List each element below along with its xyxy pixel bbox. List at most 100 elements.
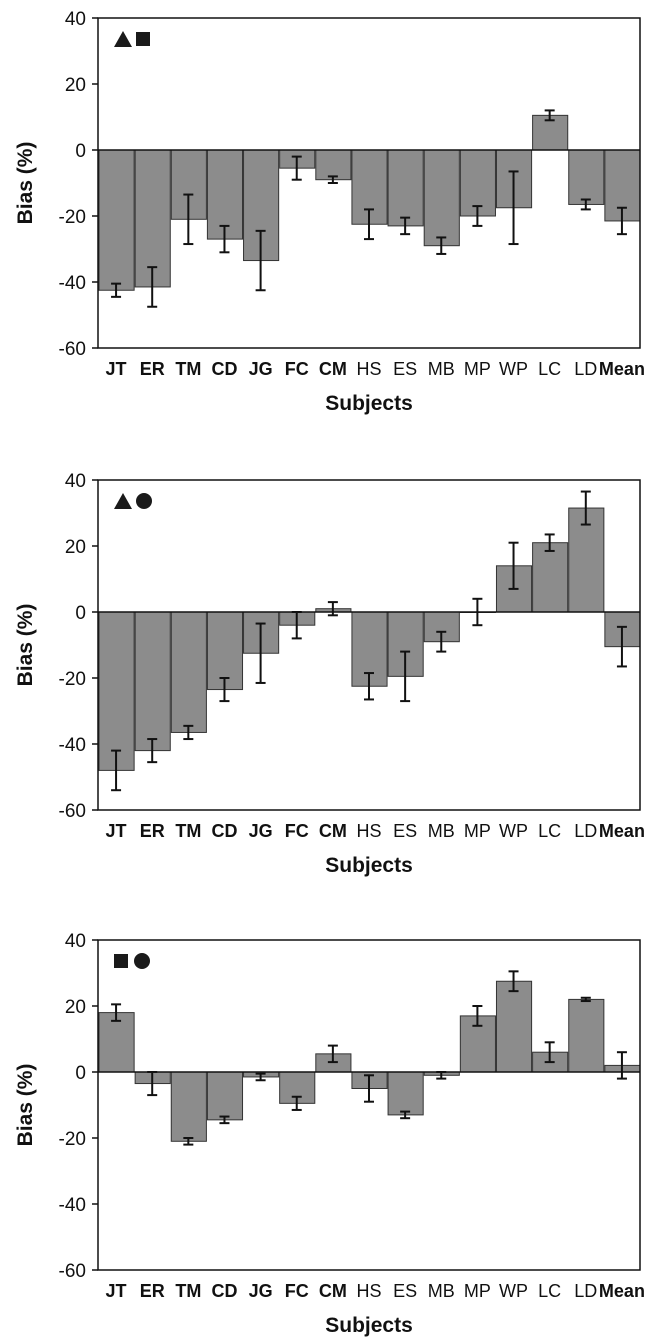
error-bar-Mean bbox=[616, 1051, 627, 1080]
bar-MB bbox=[423, 149, 460, 247]
y-tick-label: 0 bbox=[75, 141, 86, 162]
error-bar-CD bbox=[219, 677, 230, 703]
x-tick-label: Mean bbox=[599, 821, 645, 841]
bar-LD bbox=[568, 998, 605, 1073]
x-tick-label: JG bbox=[249, 1281, 273, 1301]
error-bar-WP bbox=[508, 170, 519, 246]
y-tick-label: -60 bbox=[59, 1261, 86, 1282]
x-tick-label: LD bbox=[574, 1281, 597, 1301]
error-bar-WP bbox=[508, 541, 519, 590]
error-bar-MB bbox=[436, 630, 447, 653]
error-bar-MB bbox=[436, 236, 447, 255]
x-tick-label: WP bbox=[499, 359, 528, 379]
x-tick-label: HS bbox=[356, 1281, 381, 1301]
error-bar-HS bbox=[364, 672, 374, 701]
x-tick-label: MB bbox=[428, 821, 455, 841]
error-bar-HS bbox=[364, 1074, 374, 1103]
error-bar-LD bbox=[580, 198, 591, 211]
error-bar-CD bbox=[219, 224, 230, 254]
x-axis-label: Subjects bbox=[325, 392, 413, 415]
x-tick-label: MP bbox=[464, 821, 491, 841]
error-bar-LC bbox=[544, 533, 555, 552]
error-bar-MB bbox=[436, 1071, 447, 1080]
error-bar-TM bbox=[183, 193, 194, 246]
error-bar-TM bbox=[183, 1137, 194, 1146]
error-bar-ES bbox=[400, 650, 411, 703]
x-tick-label: MB bbox=[428, 1281, 455, 1301]
x-tick-label: CM bbox=[319, 821, 347, 841]
x-tick-label: JT bbox=[106, 821, 127, 841]
bar-TM bbox=[170, 1071, 207, 1142]
x-tick-label: LC bbox=[538, 821, 561, 841]
x-tick-label: ES bbox=[393, 1281, 417, 1301]
x-tick-label: HS bbox=[356, 359, 381, 379]
y-tick-label: -20 bbox=[59, 207, 86, 228]
x-tick-label: FC bbox=[285, 821, 309, 841]
error-bar-JT bbox=[111, 1003, 122, 1022]
plot-frame bbox=[97, 479, 641, 811]
error-bar-Mean bbox=[616, 206, 627, 236]
bar-ES bbox=[387, 1071, 424, 1116]
x-tick-label: Mean bbox=[599, 359, 645, 379]
triangle-marker-icon bbox=[114, 493, 132, 509]
bar-CM bbox=[315, 149, 352, 181]
x-tick-label: LD bbox=[574, 359, 597, 379]
x-tick-label: CM bbox=[319, 359, 347, 379]
error-bar-LC bbox=[544, 109, 555, 122]
circle-marker-icon bbox=[136, 493, 152, 509]
error-bar-FC bbox=[291, 611, 302, 640]
x-tick-label: JG bbox=[249, 821, 273, 841]
square-marker-icon bbox=[114, 954, 128, 968]
bar-LC bbox=[532, 542, 569, 613]
x-tick-label: MP bbox=[464, 1281, 491, 1301]
bar-WP bbox=[495, 980, 533, 1073]
error-bar-MP bbox=[472, 205, 483, 227]
x-tick-label: TM bbox=[175, 359, 201, 379]
bar-JT bbox=[98, 1012, 135, 1073]
bar-CD bbox=[206, 611, 244, 691]
chart-panel-1: 40 20 0 -20 -40 -60 JT ER TM CD JG FC CM HS ES MB MP WP LC… bbox=[14, 9, 645, 415]
x-tick-label: JT bbox=[106, 1281, 127, 1301]
error-bar-LD bbox=[580, 490, 591, 526]
x-tick-label: WP bbox=[499, 1281, 528, 1301]
x-tick-label: ER bbox=[140, 1281, 165, 1301]
x-tick-label: TM bbox=[175, 1281, 201, 1301]
bar-ER bbox=[134, 611, 171, 752]
x-tick-label: CD bbox=[211, 359, 237, 379]
y-tick-label: 40 bbox=[65, 9, 86, 30]
x-tick-label: TM bbox=[175, 821, 201, 841]
y-tick-label: 20 bbox=[65, 997, 86, 1018]
bar-ES bbox=[387, 149, 424, 227]
error-bar-HS bbox=[364, 208, 374, 241]
y-axis-label: Bias (%) bbox=[14, 142, 37, 225]
error-bar-FC bbox=[291, 1095, 302, 1111]
x-axis-label: Subjects bbox=[325, 1314, 413, 1337]
y-tick-label: 0 bbox=[75, 1063, 86, 1084]
error-bar-JT bbox=[111, 282, 122, 298]
error-bar-JG bbox=[255, 622, 266, 684]
plot-frame bbox=[97, 939, 641, 1271]
x-axis-label: Subjects bbox=[325, 854, 413, 877]
error-bar-LD bbox=[580, 996, 591, 1003]
error-bar-JG bbox=[255, 1072, 266, 1082]
error-bar-MP bbox=[472, 1005, 483, 1027]
x-tick-label: LD bbox=[574, 821, 597, 841]
x-tick-label: ES bbox=[393, 359, 417, 379]
error-bar-ES bbox=[400, 216, 411, 236]
y-tick-label: 20 bbox=[65, 75, 86, 96]
error-bar-ER bbox=[147, 738, 158, 764]
circle-marker-icon bbox=[134, 953, 150, 969]
square-marker-icon bbox=[136, 32, 150, 46]
x-tick-label: JT bbox=[106, 359, 127, 379]
x-tick-label: CM bbox=[319, 1281, 347, 1301]
x-tick-label: HS bbox=[356, 821, 381, 841]
error-bar-CD bbox=[219, 1115, 230, 1125]
y-tick-label: -60 bbox=[59, 339, 86, 360]
y-tick-label: -20 bbox=[59, 1129, 86, 1150]
bar-LD bbox=[568, 149, 605, 205]
error-bar-WP bbox=[508, 970, 519, 993]
error-bar-MP bbox=[472, 597, 483, 627]
error-bar-ES bbox=[400, 1110, 411, 1120]
error-bar-Mean bbox=[616, 625, 627, 668]
x-tick-label: LC bbox=[538, 359, 561, 379]
